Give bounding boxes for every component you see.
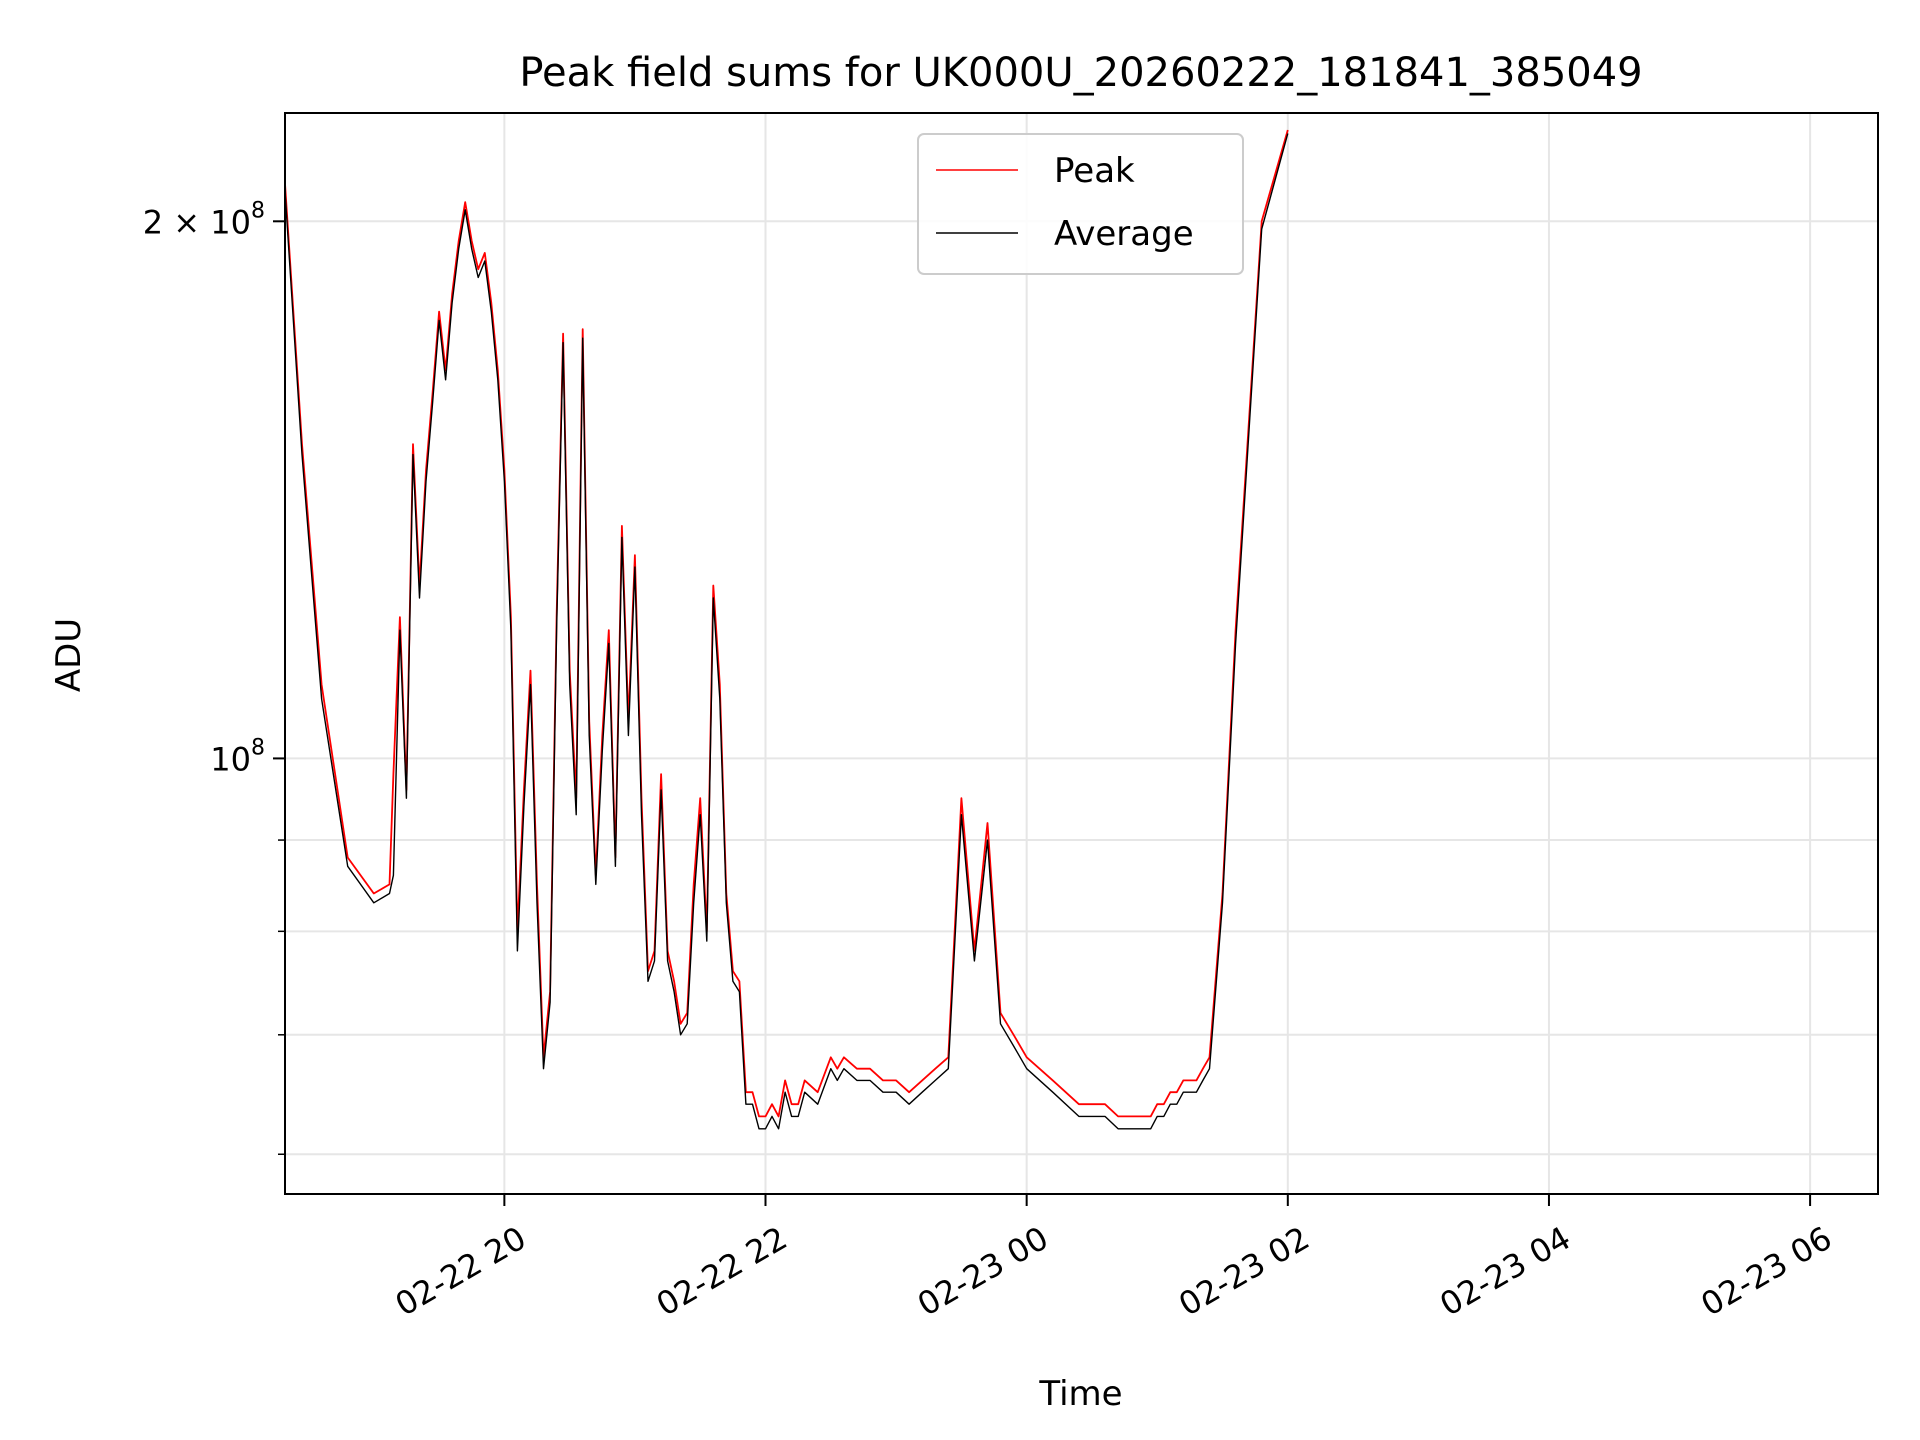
chart-title: Peak field sums for UK000U_20260222_1818… xyxy=(519,50,1642,96)
x-tick-label: 02-22 22 xyxy=(650,1219,794,1324)
x-tick-label: 02-23 04 xyxy=(1433,1219,1577,1324)
legend-peak-label: Peak xyxy=(1054,151,1135,191)
plot-frame xyxy=(284,112,1879,1195)
legend-average-label: Average xyxy=(1054,214,1194,254)
x-axis-ticks: 02-22 20 02-22 22 02-23 00 02-23 02 02-23 04… xyxy=(389,1194,1838,1324)
x-axis-label: Time xyxy=(1038,1374,1122,1414)
y-tick-label: 108 xyxy=(210,735,265,778)
y-tick-label: 2 × 108 xyxy=(143,198,265,241)
x-tick-label: 02-23 06 xyxy=(1695,1219,1839,1324)
series-line-average xyxy=(285,133,1289,1130)
x-tick-label: 02-23 02 xyxy=(1172,1219,1316,1324)
series-layer xyxy=(285,129,1289,1130)
x-tick-label: 02-23 00 xyxy=(911,1219,1055,1324)
y-tick-label-exp: 8 xyxy=(251,735,265,760)
grid-lines xyxy=(285,113,1878,1194)
legend: Peak Average xyxy=(917,133,1244,275)
y-tick-label-exp: 8 xyxy=(251,198,265,223)
y-tick-label-base: 10 xyxy=(210,203,251,241)
legend-box xyxy=(917,133,1244,275)
x-tick-label: 02-22 20 xyxy=(389,1219,533,1324)
y-tick-label-base: 10 xyxy=(210,740,251,778)
y-axis-label: ADU xyxy=(49,618,89,692)
y-tick-label-coef: 2 × xyxy=(143,203,211,241)
series-line-peak xyxy=(285,129,1289,1118)
